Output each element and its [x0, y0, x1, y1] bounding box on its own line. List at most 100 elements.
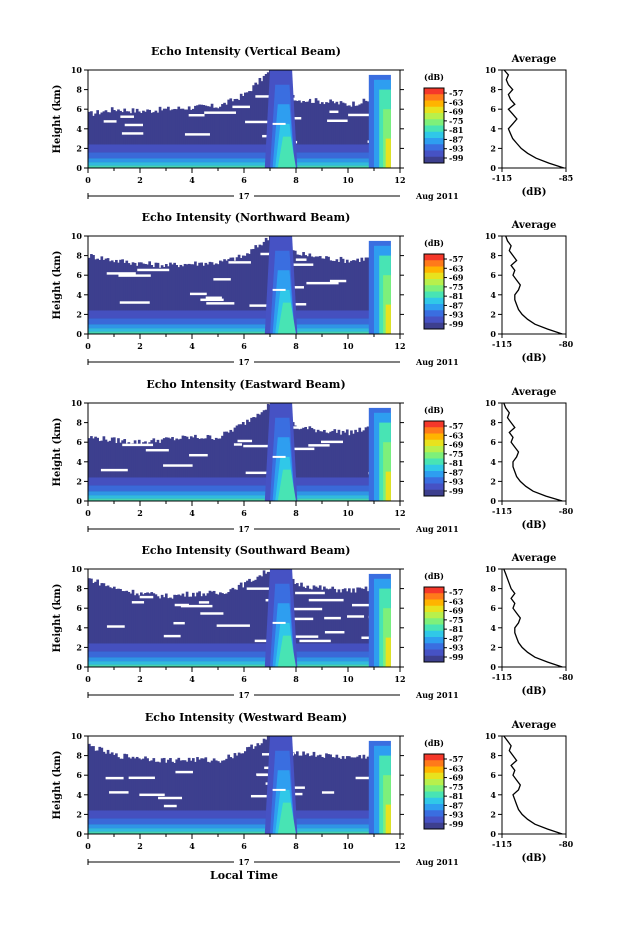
echo-column: [171, 109, 174, 168]
echo-column: [102, 583, 106, 667]
colorbar-swatch: [424, 125, 444, 133]
y-tick-label: 6: [76, 770, 82, 780]
echo-column: [152, 112, 156, 168]
echo-column: [304, 255, 307, 334]
x-tick-label: 12: [394, 175, 405, 185]
profile-y-tick-label: 8: [490, 584, 496, 594]
echo-column: [212, 590, 216, 667]
echo-column: [264, 237, 268, 334]
echo-column: [96, 110, 99, 168]
data-gap: [188, 114, 205, 117]
data-gap: [249, 304, 275, 307]
x-tick-label: 0: [85, 341, 91, 351]
echo-column: [104, 586, 108, 667]
x-tick-label: 0: [85, 175, 91, 185]
echo-column: [235, 589, 239, 667]
echo-column: [183, 596, 187, 667]
x-axis-label: Local Time: [210, 869, 278, 882]
echo-column: [177, 439, 181, 501]
colorbar-tick-label: -63: [449, 430, 464, 440]
data-gap: [200, 612, 224, 615]
echo-column: [223, 760, 226, 834]
profile-title: Average: [511, 720, 557, 731]
echo-column: [333, 429, 337, 501]
boundary-layer-band: [88, 643, 390, 652]
echo-column: [200, 758, 203, 834]
data-gap: [288, 97, 310, 101]
echo-column: [314, 756, 318, 834]
echo-column: [214, 593, 218, 667]
data-gap: [308, 598, 344, 602]
echo-column: [92, 255, 95, 334]
profile-x-tick-label: -85: [559, 173, 573, 183]
y-tick-label: 4: [76, 290, 82, 300]
echo-column: [221, 261, 224, 334]
echo-column: [173, 594, 176, 667]
echo-column: [333, 261, 337, 334]
echo-column: [260, 412, 264, 501]
echo-column: [169, 438, 172, 501]
x-tick-label: 12: [394, 508, 405, 518]
data-gap: [206, 302, 235, 305]
boundary-layer-band: [88, 477, 390, 486]
echo-column: [262, 738, 266, 834]
echo-column: [162, 108, 166, 168]
echo-column: [343, 262, 347, 334]
echo-column: [323, 757, 326, 834]
echo-column: [256, 576, 260, 667]
y-tick-label: 0: [76, 496, 82, 506]
echo-column: [229, 589, 233, 667]
y-tick-label: 10: [71, 731, 83, 741]
convective-plume: [277, 802, 296, 834]
echo-column: [154, 442, 158, 501]
echo-column: [169, 110, 172, 168]
profile-x-tick-label: -115: [492, 672, 512, 682]
colorbar-swatch: [424, 464, 444, 472]
echo-column: [179, 108, 183, 168]
colorbar-swatch: [424, 593, 444, 600]
data-gap: [329, 110, 339, 114]
x-tick-label: 4: [189, 841, 195, 851]
profile-x-tick-label: -115: [492, 173, 512, 183]
data-gap: [175, 770, 193, 774]
profile-y-tick-label: 2: [490, 309, 496, 319]
echo-column: [194, 434, 197, 501]
echo-column: [200, 438, 203, 501]
echo-column: [227, 754, 231, 834]
echo-column: [304, 754, 307, 834]
y-tick-label: 8: [76, 85, 82, 95]
echo-column: [183, 760, 187, 834]
echo-column: [312, 585, 316, 667]
echo-column: [181, 266, 185, 334]
echo-column: [250, 744, 253, 834]
colorbar-swatch: [424, 655, 444, 663]
echo-column: [135, 443, 139, 501]
echo-column: [262, 570, 266, 667]
colorbar-swatch: [424, 452, 444, 459]
profile-y-tick-label: 4: [490, 290, 496, 300]
echo-column: [156, 439, 160, 501]
echo-column: [360, 257, 364, 334]
profile-x-label: (dB): [522, 187, 547, 198]
echo-column: [312, 102, 316, 168]
echo-column: [233, 427, 237, 501]
echo-column: [140, 759, 143, 834]
colorbar-swatch: [424, 272, 444, 280]
panel-title: Echo Intensity (Eastward Beam): [146, 378, 345, 391]
echo-column: [356, 258, 359, 334]
echo-column: [241, 255, 245, 334]
data-gap: [189, 292, 207, 296]
y-tick-label: 4: [76, 124, 82, 134]
echo-column: [312, 751, 316, 834]
echo-column: [152, 438, 156, 501]
echo-column: [250, 91, 253, 168]
colorbar-tick-label: -93: [449, 144, 464, 154]
colorbar-tick-label: -75: [449, 782, 463, 792]
echo-column: [187, 596, 191, 667]
echo-column: [233, 589, 237, 667]
y-axis-label: Height (km): [52, 584, 63, 653]
echo-column: [358, 755, 362, 834]
data-gap: [233, 443, 242, 446]
profile-x-tick-label: -115: [492, 839, 512, 849]
y-tick-label: 0: [76, 329, 82, 339]
